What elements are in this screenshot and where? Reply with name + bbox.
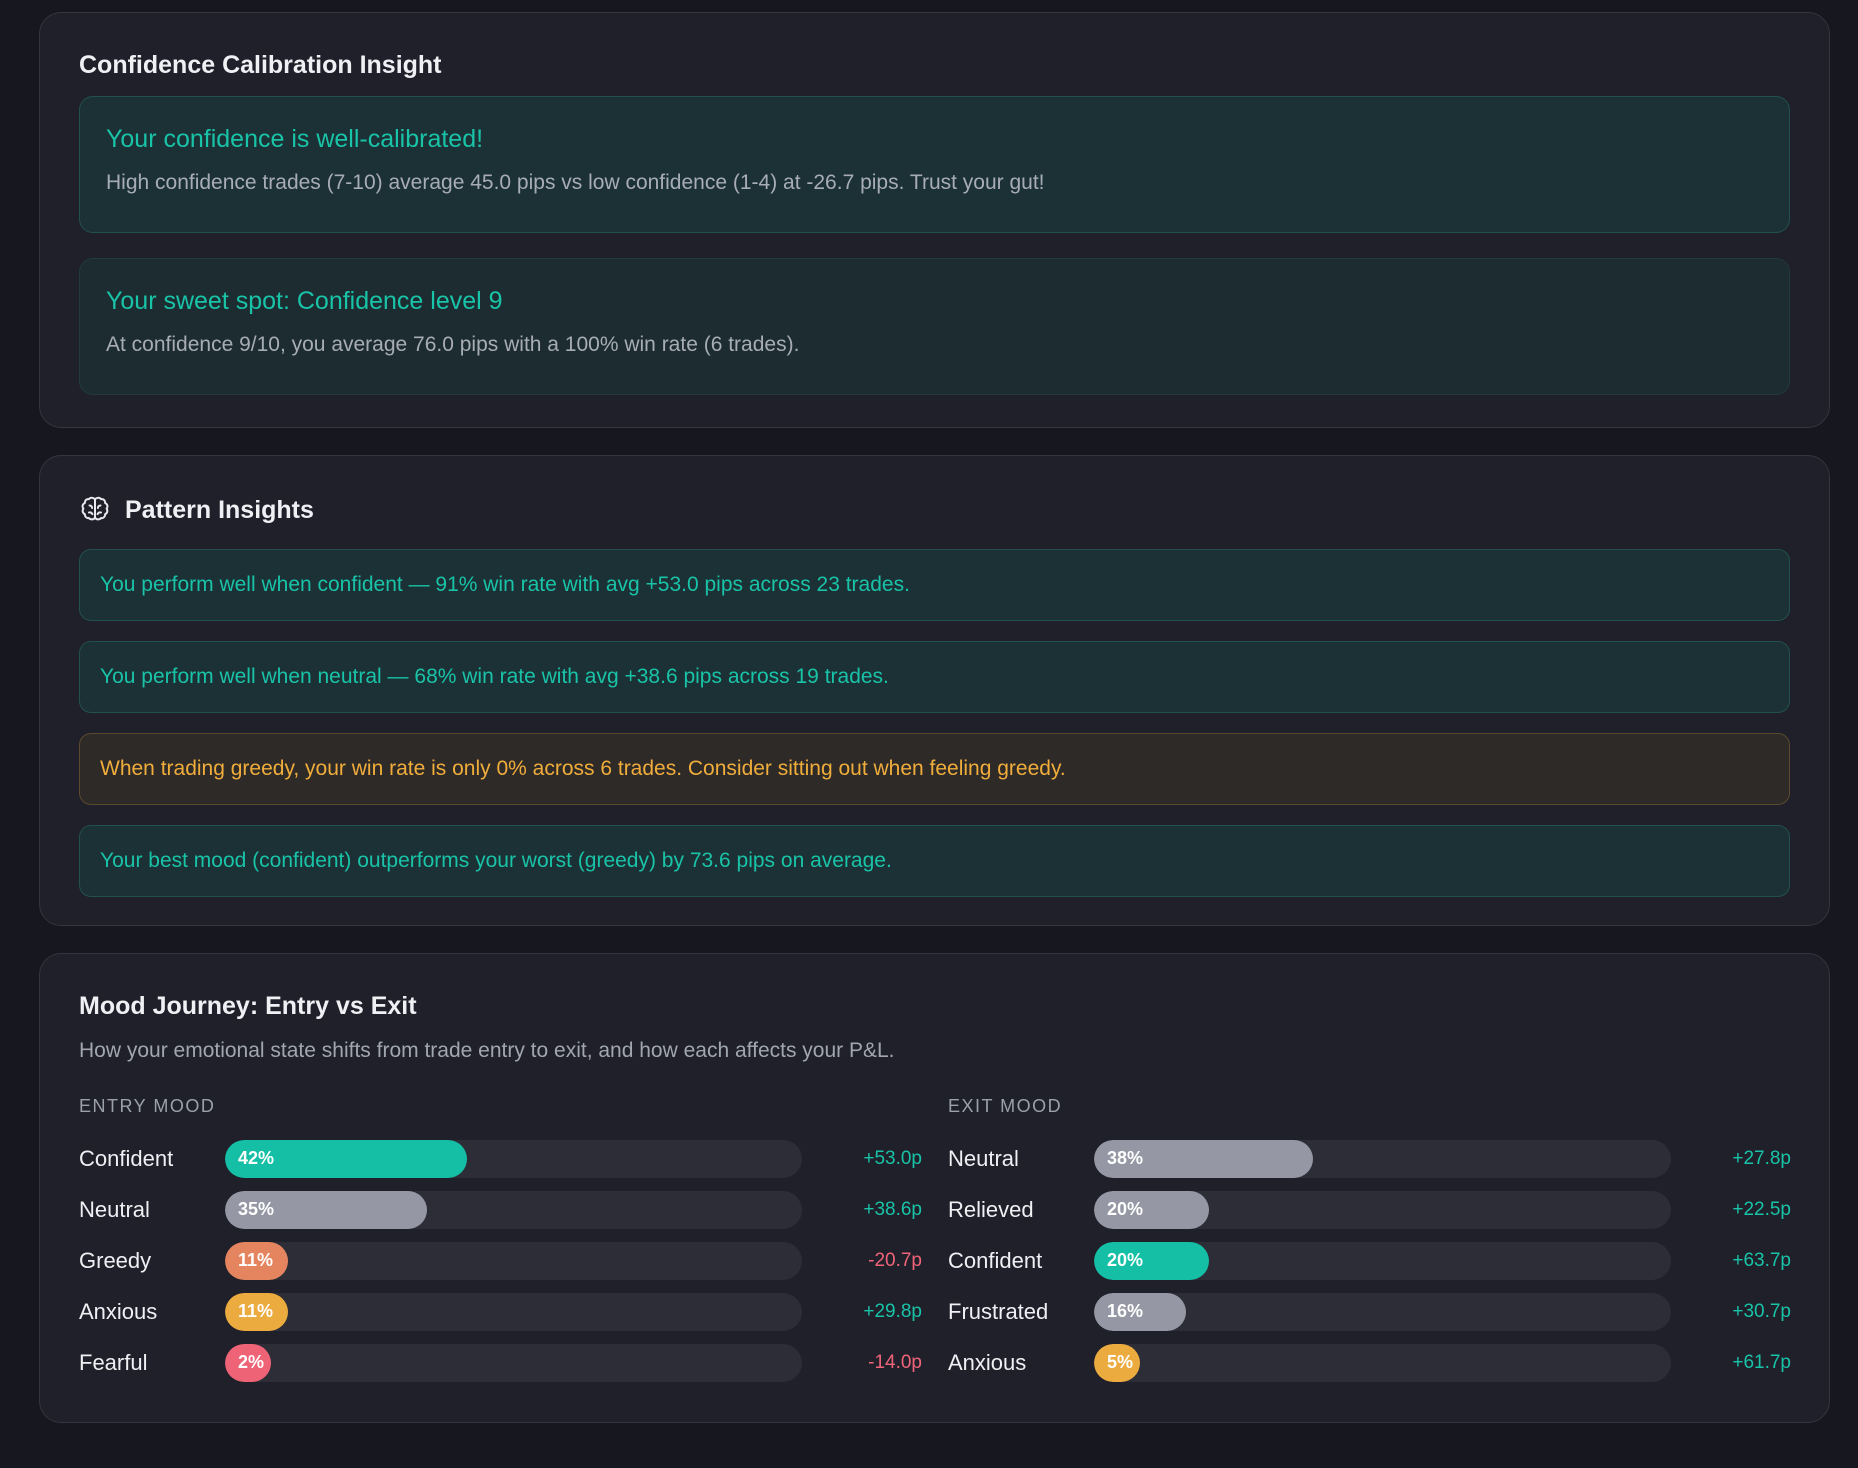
- card-title: Mood Journey: Entry vs Exit: [79, 992, 417, 1020]
- mood-label: Anxious: [948, 1349, 1027, 1375]
- mood-label: Greedy: [79, 1247, 152, 1273]
- insight-text: High confidence trades (7-10) average 45…: [106, 171, 1045, 194]
- mood-pips-value: +61.7p: [1732, 1351, 1791, 1373]
- column-title: ENTRY MOOD: [79, 1096, 216, 1116]
- mood-label: Confident: [948, 1247, 1043, 1273]
- entry-mood-column: ENTRY MOOD Confident 42% +53.0p Neutral 35% +…: [79, 1096, 922, 1388]
- insight-list: You perform well when confident — 91% wi…: [79, 549, 1790, 897]
- mood-bar-fill: 11%: [225, 1241, 289, 1280]
- mood-bar-track: 20%: [1094, 1241, 1671, 1280]
- mood-bar-fill: 16%: [1094, 1292, 1187, 1331]
- column-title: EXIT MOOD: [948, 1096, 1063, 1116]
- insight-heading: Your confidence is well-calibrated!: [106, 125, 484, 153]
- positive-insight: You perform well when confident — 91% wi…: [79, 549, 1790, 621]
- warning-insight: When trading greedy, your win rate is on…: [79, 733, 1790, 805]
- mood-pips-value: +22.5p: [1732, 1198, 1791, 1220]
- mood-row-confident: Confident 42% +53.0p: [79, 1133, 922, 1184]
- mood-label: Frustrated: [948, 1298, 1049, 1324]
- mood-bar-fill: 20%: [1094, 1241, 1210, 1280]
- mood-pips-value: +38.6p: [863, 1198, 922, 1220]
- card-title-text: Pattern Insights: [125, 495, 314, 524]
- mood-pips-value: +30.7p: [1732, 1300, 1791, 1322]
- mood-bar-track: 11%: [225, 1241, 802, 1280]
- mood-bar-fill: 20%: [1094, 1190, 1210, 1229]
- pattern-insights-card: Pattern Insights You perform well when c…: [39, 455, 1830, 926]
- mood-label: Neutral: [79, 1196, 150, 1222]
- mood-row-confident: Confident 20% +63.7p: [948, 1235, 1791, 1286]
- positive-insight: Your best mood (confident) outperforms y…: [79, 825, 1790, 897]
- mood-bar-track: 11%: [225, 1292, 802, 1331]
- mood-row-anxious: Anxious 5% +61.7p: [948, 1337, 1791, 1388]
- mood-label: Fearful: [79, 1349, 148, 1375]
- mood-bar-fill: 2%: [225, 1343, 272, 1382]
- card-title: Confidence Calibration Insight: [79, 51, 442, 79]
- mood-pips-value: -14.0p: [868, 1351, 922, 1373]
- mood-row-anxious: Anxious 11% +29.8p: [79, 1286, 922, 1337]
- exit-mood-column: EXIT MOOD Neutral 38% +27.8p Relieved 20% +22…: [948, 1096, 1791, 1388]
- mood-row-greedy: Greedy 11% -20.7p: [79, 1235, 922, 1286]
- mood-bar-fill: 5%: [1094, 1343, 1141, 1382]
- mood-row-neutral: Neutral 38% +27.8p: [948, 1133, 1791, 1184]
- mood-bar-track: 35%: [225, 1190, 802, 1229]
- mood-bar-track: 38%: [1094, 1139, 1671, 1178]
- mood-bar-fill: 35%: [225, 1190, 427, 1229]
- mood-row-neutral: Neutral 35% +38.6p: [79, 1184, 922, 1235]
- mood-pips-value: +27.8p: [1732, 1147, 1791, 1169]
- mood-label: Neutral: [948, 1145, 1019, 1171]
- calibration-sweet-spot: Your sweet spot: Confidence level 9 At c…: [79, 258, 1790, 395]
- mood-pips-value: +29.8p: [863, 1300, 922, 1322]
- mood-bar-fill: 42%: [225, 1139, 468, 1178]
- mood-bar-track: 16%: [1094, 1292, 1671, 1331]
- mood-bar-fill: 11%: [225, 1292, 289, 1331]
- mood-row-relieved: Relieved 20% +22.5p: [948, 1184, 1791, 1235]
- mood-label: Confident: [79, 1145, 174, 1171]
- mood-pips-value: -20.7p: [868, 1249, 922, 1271]
- mood-bar-track: 20%: [1094, 1190, 1671, 1229]
- insight-heading: Your sweet spot: Confidence level 9: [106, 287, 503, 315]
- mood-bar-track: 2%: [225, 1343, 802, 1382]
- card-title: Pattern Insights: [79, 494, 1790, 526]
- confidence-calibration-card: Confidence Calibration Insight Your conf…: [39, 12, 1830, 428]
- insight-text: At confidence 9/10, you average 76.0 pip…: [106, 333, 800, 356]
- mood-bar-track: 42%: [225, 1139, 802, 1178]
- mood-pips-value: +53.0p: [863, 1147, 922, 1169]
- mood-bar-track: 5%: [1094, 1343, 1671, 1382]
- card-subtitle: How your emotional state shifts from tra…: [79, 1039, 895, 1062]
- positive-insight: You perform well when neutral — 68% win …: [79, 641, 1790, 713]
- mood-label: Relieved: [948, 1196, 1034, 1222]
- mood-label: Anxious: [79, 1298, 158, 1324]
- mood-pips-value: +63.7p: [1732, 1249, 1791, 1271]
- mood-bar-fill: 38%: [1094, 1139, 1314, 1178]
- mood-journey-card: Mood Journey: Entry vs Exit How your emo…: [39, 953, 1830, 1423]
- brain-icon: [81, 496, 109, 521]
- mood-row-fearful: Fearful 2% -14.0p: [79, 1337, 922, 1388]
- calibration-primary-insight: Your confidence is well-calibrated! High…: [79, 96, 1790, 233]
- mood-row-frustrated: Frustrated 16% +30.7p: [948, 1286, 1791, 1337]
